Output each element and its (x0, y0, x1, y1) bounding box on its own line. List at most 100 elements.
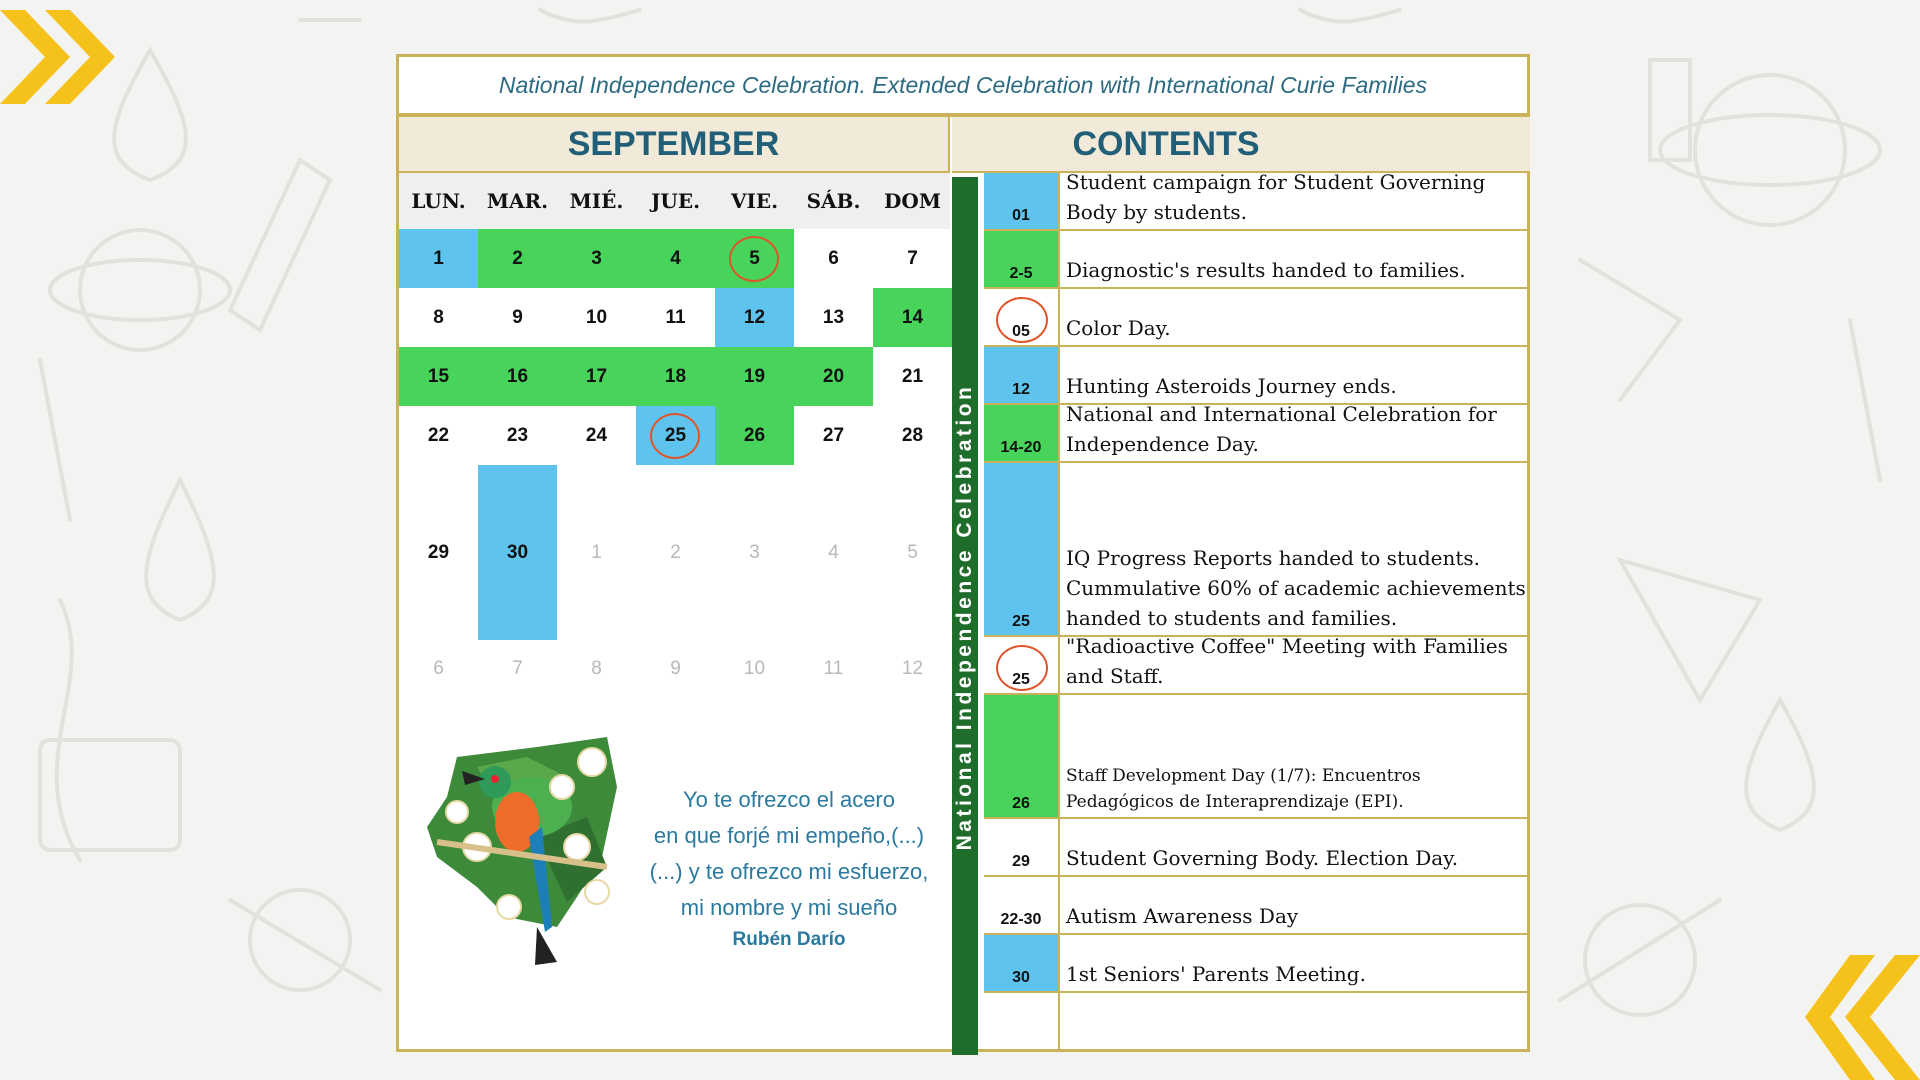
date-code: 2-5 (984, 231, 1060, 287)
calendar-day: 14 (873, 288, 952, 347)
weekday-label: LUN. (411, 189, 466, 213)
calendar-day-number: 8 (433, 306, 444, 328)
highlight-circle (996, 645, 1048, 691)
calendar-day: 1 (399, 229, 478, 288)
calendar-day: 2 (636, 465, 715, 640)
calendar-day: 30 (478, 465, 557, 640)
calendar-day-number: 2 (512, 247, 523, 269)
calendar-day-number: 26 (743, 424, 766, 446)
calendar-day: 26 (715, 406, 794, 465)
weekday-label: MIÉ. (569, 189, 624, 213)
calendar-day-number: 14 (901, 306, 924, 328)
calendar-day-number: 6 (433, 658, 444, 679)
calendar-day: 2 (478, 229, 557, 288)
weekday-header (399, 173, 950, 229)
calendar-day: 10 (715, 640, 794, 698)
calendar-day-number: 3 (749, 541, 760, 563)
calendar-day: 6 (399, 640, 478, 698)
calendar-day-number: 13 (822, 306, 845, 328)
calendar-day: 27 (794, 406, 873, 465)
contents-heading: CONTENTS (952, 117, 1530, 173)
event-description: Student campaign for Student Governing B… (1066, 170, 1486, 224)
date-code: 05 (984, 289, 1060, 345)
date-code: 01 (984, 173, 1060, 229)
calendar-day: 18 (636, 347, 715, 406)
calendar-day: 1 (557, 465, 636, 640)
vertical-banner (952, 177, 978, 1055)
poem-author: Rubén Darío (732, 929, 846, 950)
calendar-day-number: 22 (427, 424, 450, 446)
date-code: 12 (984, 347, 1060, 403)
calendar-day-number: 11 (665, 306, 686, 328)
calendar-day-number: 9 (512, 306, 523, 328)
calendar-day-number: 27 (822, 424, 845, 446)
calendar-day: 15 (399, 347, 478, 406)
calendar-day-number: 4 (670, 247, 681, 269)
month-heading: SEPTEMBER (399, 117, 950, 173)
highlight-circle (650, 412, 700, 459)
date-code: 30 (984, 935, 1060, 991)
calendar-day-number: 1 (591, 541, 602, 563)
calendar-day: 28 (873, 406, 952, 465)
contents-row: 14-20 National and International Celebrat… (984, 402, 1530, 463)
calendar-day: 10 (557, 288, 636, 347)
calendar-day: 23 (478, 406, 557, 465)
event-description: Autism Awareness Day (1066, 904, 1299, 928)
calendar-day: 25 (636, 406, 715, 465)
calendar-day-number: 23 (506, 424, 529, 446)
calendar-day-number: 19 (743, 365, 766, 387)
weekday-label: JUE. (650, 189, 701, 213)
calendar-day: 20 (794, 347, 873, 406)
calendar-day-number: 10 (743, 658, 766, 679)
contents-row (984, 993, 1530, 1051)
calendar-day: 5 (873, 465, 952, 640)
calendar-day: 22 (399, 406, 478, 465)
calendar-day-number: 20 (822, 365, 845, 387)
date-code-label: 14-20 (1000, 439, 1042, 456)
event-description: Hunting Asteroids Journey ends. (1066, 374, 1397, 398)
date-code: 26 (984, 695, 1060, 817)
event-description: Student Governing Body. Election Day. (1066, 846, 1459, 870)
calendar-day-number: 10 (585, 306, 608, 328)
calendar-day-number: 21 (901, 365, 924, 387)
calendar-day: 9 (636, 640, 715, 698)
calendar-day-number: 17 (585, 365, 608, 387)
calendar-day-number: 12 (743, 306, 766, 328)
contents-row: 01 Student campaign for Student Governing… (984, 170, 1530, 231)
calendar-day: 4 (794, 465, 873, 640)
calendar-day-number: 8 (591, 658, 602, 679)
calendar-day: 7 (478, 640, 557, 698)
contents-row: 30 1st Seniors' Parents Meeting. (984, 935, 1530, 993)
calendar-day-number: 29 (427, 541, 450, 563)
calendar-day-number: 15 (427, 365, 450, 387)
page-title: National Independence Celebration. Exten… (399, 57, 1527, 117)
date-code: 25 (984, 637, 1060, 693)
contents-row: 25 IQ Progress Reports handed to students… (984, 463, 1530, 637)
calendar-day-number: 24 (585, 424, 608, 446)
chevron-left-icon (1805, 955, 1920, 1080)
calendar-day: 8 (399, 288, 478, 347)
calendar-day-number: 16 (506, 365, 529, 387)
event-description: Color Day. (1066, 316, 1171, 340)
calendar-day: 29 (399, 465, 478, 640)
calendar-day-number: 30 (506, 541, 529, 563)
date-code (984, 993, 1060, 1049)
date-code: 29 (984, 819, 1060, 875)
date-code-label: 2-5 (1009, 265, 1033, 282)
event-description: National and International Celebration f… (1066, 402, 1497, 456)
calendar-day-number: 7 (512, 658, 523, 679)
calendar-day: 6 (794, 229, 873, 288)
contents-row: 25 "Radioactive Coffee" Meeting with Fami… (984, 634, 1530, 695)
event-description: "Radioactive Coffee" Meeting with Famili… (1066, 634, 1508, 688)
contents-heading-label: CONTENTS (1072, 124, 1260, 163)
calendar-day: 11 (636, 288, 715, 347)
calendar-day: 4 (636, 229, 715, 288)
calendar-day: 9 (478, 288, 557, 347)
date-code-label: 12 (1012, 381, 1030, 398)
date-code-label: 22-30 (1000, 911, 1042, 928)
calendar-day-number: 1 (433, 247, 444, 269)
date-code-label: 30 (1012, 969, 1030, 986)
calendar-day: 12 (873, 640, 952, 698)
calendar-day: 12 (715, 288, 794, 347)
